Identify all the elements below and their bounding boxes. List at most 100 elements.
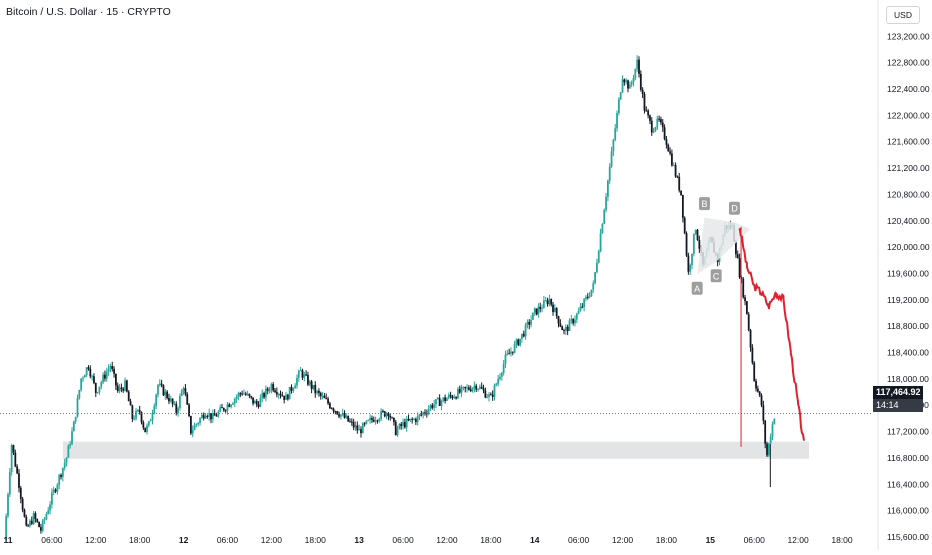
candle-body <box>583 298 586 307</box>
candle-body <box>678 176 681 191</box>
candle-body <box>444 397 447 401</box>
candle-body <box>135 410 137 419</box>
candle-body <box>18 473 20 488</box>
candle-body <box>74 416 77 422</box>
candle-body <box>628 84 631 89</box>
candle-body <box>98 386 101 393</box>
candle-body <box>131 405 134 419</box>
candle-body <box>175 403 178 413</box>
candle-body <box>519 338 522 346</box>
candle-body <box>672 165 675 167</box>
candle-body <box>692 234 695 254</box>
candle-body <box>482 388 485 391</box>
candle-body <box>467 387 470 390</box>
candle-body <box>749 330 752 348</box>
candle-body <box>124 380 126 391</box>
candle-body <box>16 466 19 474</box>
candle-body <box>21 498 24 510</box>
candle-body <box>151 413 154 421</box>
candle-body <box>553 307 556 313</box>
candle-body <box>67 445 70 458</box>
bar-countdown-label: 14:14 <box>873 399 923 412</box>
candle-body <box>597 251 600 263</box>
candle-body <box>226 404 229 411</box>
candle-body <box>40 527 42 531</box>
candle-body <box>263 393 265 398</box>
candle-body <box>427 408 430 414</box>
projected-price-path <box>738 228 805 441</box>
candle-body <box>526 321 529 325</box>
candle-body <box>420 414 423 416</box>
candle-body <box>349 421 351 423</box>
candle-body <box>297 370 300 378</box>
pattern-point-d-badge <box>728 201 740 215</box>
candle-body <box>261 393 264 398</box>
candle-body <box>767 443 770 456</box>
candle-body <box>188 404 190 416</box>
candle-body <box>219 407 222 412</box>
candle-body <box>508 353 511 355</box>
candle-body <box>356 425 359 431</box>
candle-body <box>449 394 452 397</box>
candle-body <box>680 190 682 195</box>
candle-body <box>296 377 298 386</box>
candle-body <box>104 374 106 379</box>
candle-body <box>619 92 622 100</box>
candle-body <box>442 397 445 401</box>
candle-body <box>330 407 333 409</box>
candle-body <box>266 388 269 391</box>
candle-body <box>623 79 626 83</box>
x-tick-label: 06:00 <box>568 535 590 545</box>
candle-body <box>197 422 200 425</box>
x-tick-label: 06:00 <box>41 535 63 545</box>
candle-body <box>50 492 53 505</box>
candle-body <box>400 423 403 427</box>
candle-body <box>8 472 11 495</box>
candle-body <box>32 513 35 524</box>
y-tick-label: 118,800.00 <box>887 321 929 331</box>
candle-body <box>211 413 214 420</box>
x-tick-label: 18:00 <box>656 535 678 545</box>
currency-selector[interactable]: USD <box>886 6 920 24</box>
candle-body <box>517 339 520 346</box>
candle-body <box>433 404 436 408</box>
candle-body <box>63 462 66 468</box>
candle-body <box>738 258 741 278</box>
pattern-point-d-label: D <box>731 204 738 214</box>
candle-body <box>473 385 476 389</box>
candle-body <box>643 93 646 111</box>
candle-body <box>343 413 346 418</box>
x-tick-label: 11 <box>4 535 13 545</box>
candle-body <box>753 362 756 381</box>
y-tick-label: 118,400.00 <box>887 348 929 358</box>
y-tick-label: 119,200.00 <box>887 295 929 305</box>
candle-body <box>144 427 147 433</box>
candle-body <box>638 59 640 74</box>
pattern-point-a-label: A <box>694 284 700 294</box>
candle-body <box>45 513 48 519</box>
candle-body <box>572 319 575 324</box>
candle-body <box>36 519 39 522</box>
candle-body <box>462 386 465 388</box>
candle-body <box>510 351 512 354</box>
candle-body <box>210 413 212 420</box>
candle-body <box>323 395 326 399</box>
x-tick-label: 06:00 <box>744 535 766 545</box>
candle-body <box>513 343 516 353</box>
candle-body <box>111 365 114 370</box>
candle-body <box>660 119 662 123</box>
candle-body <box>469 389 472 392</box>
candle-body <box>671 153 673 166</box>
candle-body <box>332 408 335 412</box>
candle-body <box>500 372 503 377</box>
candle-body <box>667 144 670 152</box>
candle-body <box>10 445 13 473</box>
candle-body <box>12 445 15 453</box>
candle-body <box>25 516 28 526</box>
candle-body <box>354 425 357 428</box>
candle-body <box>683 217 686 234</box>
candle-body <box>58 475 61 485</box>
candle-body <box>596 262 598 273</box>
